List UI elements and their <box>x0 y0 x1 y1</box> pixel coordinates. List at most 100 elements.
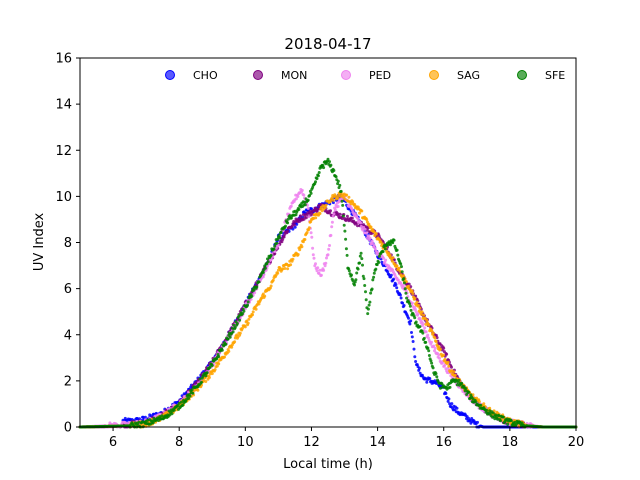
data-point <box>431 366 435 370</box>
data-point <box>314 262 317 266</box>
data-point <box>499 419 502 423</box>
data-point <box>309 191 313 195</box>
data-point <box>407 284 410 288</box>
data-point <box>345 253 349 257</box>
data-point <box>396 278 400 282</box>
data-point <box>325 256 328 260</box>
data-point <box>413 307 417 311</box>
data-point <box>275 241 279 245</box>
data-point <box>386 270 389 274</box>
data-point <box>253 291 257 295</box>
data-point <box>317 272 321 275</box>
data-point <box>420 310 424 314</box>
data-point <box>326 157 330 161</box>
data-point <box>359 251 363 255</box>
data-point <box>179 400 183 404</box>
data-point <box>396 253 400 257</box>
data-point <box>305 231 309 234</box>
data-point <box>370 239 374 243</box>
data-point <box>372 275 376 279</box>
data-point <box>429 359 433 363</box>
data-point <box>261 270 265 274</box>
data-point <box>344 247 348 251</box>
data-point <box>359 224 363 228</box>
data-point <box>395 264 399 268</box>
data-point <box>326 253 330 257</box>
data-point <box>426 333 430 337</box>
data-point <box>255 285 259 289</box>
series-sag <box>78 191 578 429</box>
x-tick-label: 8 <box>175 435 183 450</box>
data-point <box>413 355 417 359</box>
data-point <box>359 221 363 225</box>
data-point <box>412 347 416 351</box>
x-tick-label: 16 <box>435 435 452 450</box>
data-point <box>360 257 364 261</box>
data-point <box>377 254 381 258</box>
data-point <box>322 166 326 170</box>
data-point <box>418 366 421 370</box>
data-point <box>296 195 300 198</box>
data-point <box>392 238 396 242</box>
data-point <box>479 403 483 407</box>
data-point <box>278 236 282 240</box>
data-points <box>78 157 578 429</box>
data-point <box>445 352 449 356</box>
data-point <box>442 346 446 350</box>
data-point <box>290 224 294 228</box>
data-point <box>422 313 426 317</box>
x-axis-ticks: 6 8 10 12 14 16 18 20 <box>109 427 584 450</box>
data-point <box>230 345 234 349</box>
data-point <box>364 290 367 294</box>
data-point <box>324 261 328 265</box>
data-point <box>350 273 353 277</box>
data-point <box>403 287 407 291</box>
data-point <box>426 346 430 350</box>
data-point <box>233 340 237 344</box>
data-point <box>309 231 313 235</box>
x-tick-label: 20 <box>568 435 585 450</box>
data-point <box>361 228 365 232</box>
data-point <box>401 284 405 287</box>
legend-label: MON <box>281 69 307 82</box>
data-point <box>205 371 209 375</box>
data-point <box>431 331 435 335</box>
data-point <box>374 267 378 271</box>
data-point <box>336 196 340 200</box>
data-point <box>398 293 402 297</box>
data-point <box>232 323 236 327</box>
data-point <box>425 380 429 384</box>
data-point <box>314 216 318 220</box>
data-point <box>395 248 399 252</box>
data-point <box>448 402 452 406</box>
data-point <box>246 300 250 304</box>
data-point <box>230 326 234 330</box>
legend-marker <box>253 70 263 80</box>
data-point <box>298 214 302 218</box>
data-point <box>344 237 348 241</box>
data-point <box>282 235 286 239</box>
data-point <box>392 277 396 281</box>
data-point <box>389 273 393 277</box>
data-point <box>187 397 190 400</box>
legend-label: PED <box>369 69 391 82</box>
data-point <box>284 224 287 228</box>
y-tick-label: 8 <box>64 236 72 251</box>
data-point <box>319 273 323 277</box>
data-point <box>293 225 297 229</box>
data-point <box>438 356 441 360</box>
data-point <box>402 277 406 281</box>
data-point <box>465 393 469 396</box>
data-point <box>269 284 273 288</box>
data-point <box>437 353 441 357</box>
data-point <box>373 246 377 250</box>
data-point <box>471 397 475 401</box>
data-point <box>336 182 340 186</box>
data-point <box>329 209 332 213</box>
data-point <box>366 312 370 316</box>
data-point <box>143 415 147 419</box>
data-point <box>263 264 267 268</box>
data-point <box>427 354 431 357</box>
data-point <box>437 345 441 349</box>
data-point <box>377 261 381 264</box>
